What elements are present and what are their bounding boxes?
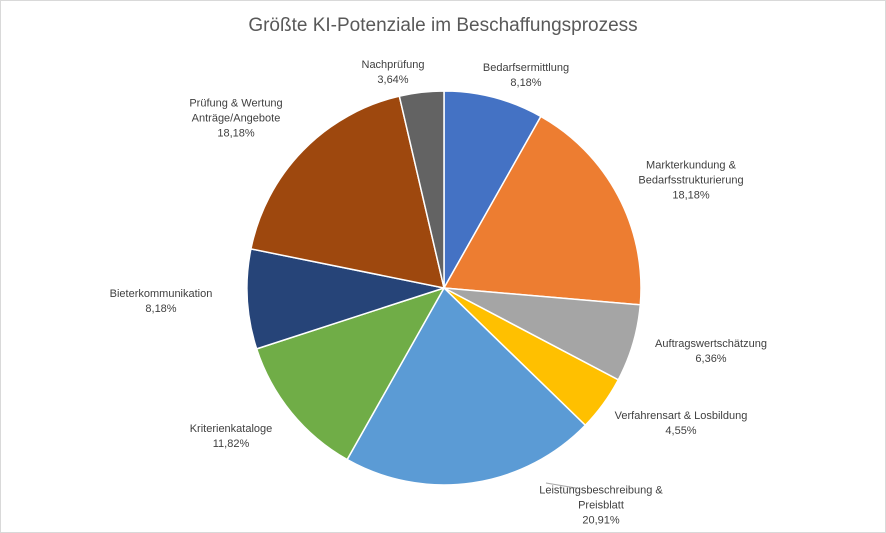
value-label: 20,91%: [582, 514, 620, 527]
pie-slice: [255, 286, 446, 461]
value-label: 8,18%: [510, 77, 542, 89]
value-label: 8,18%: [145, 303, 177, 315]
slice-label: Prüfung & Wertung Anträge/Angebote 18,18%: [189, 97, 282, 142]
value-label: 18,18%: [672, 189, 710, 202]
category-label: Verfahrensart & Losbildung: [614, 410, 748, 422]
slice-label: Nachprüfung 3,64%: [362, 58, 425, 88]
chart-title: Größte KI-Potenziale im Beschaffungsproz…: [248, 15, 638, 36]
category-label: Prüfung & Wertung Anträge/Angebote: [189, 97, 283, 125]
value-label: 6,36%: [695, 353, 727, 365]
pie-slice: [398, 90, 445, 289]
value-label: 4,55%: [665, 425, 697, 437]
value-label: 18,18%: [217, 127, 255, 140]
pie-slice: [346, 286, 587, 486]
slice-label: Kriterienkataloge 11,82%: [190, 422, 273, 452]
value-label: 3,64%: [377, 74, 409, 86]
category-label: Bieterkommunikation: [109, 288, 213, 300]
pie-slice: [443, 90, 542, 291]
pie-slice: [250, 95, 445, 289]
category-label: Markterkundung & Bedarfsstrukturierung: [638, 159, 744, 187]
slice-label: Bieterkommunikation 8,18%: [110, 287, 213, 317]
category-label: Auftragswertschätzung: [655, 338, 767, 350]
category-label: Bedarfsermittlung: [482, 62, 570, 74]
slice-label: Bedarfsermittlung 8,18%: [483, 61, 569, 91]
leader-line: [545, 482, 577, 489]
category-label: Nachprüfung: [361, 59, 425, 71]
pie-slice: [442, 115, 642, 306]
category-label: Leistungsbeschreibung & Preisblatt: [539, 484, 663, 512]
slice-label: Verfahrensart & Losbildung 4,55%: [615, 409, 748, 439]
slice-label: Leistungsbeschreibung & Preisblatt 20,91%: [539, 484, 663, 529]
value-label: 11,82%: [212, 438, 250, 450]
category-label: Kriterienkataloge: [189, 423, 273, 435]
slice-label: Auftragswertschätzung 6,36%: [655, 337, 767, 367]
pie-slice: [246, 248, 447, 350]
slice-label: Markterkundung & Bedarfsstrukturierung 18…: [638, 159, 743, 204]
